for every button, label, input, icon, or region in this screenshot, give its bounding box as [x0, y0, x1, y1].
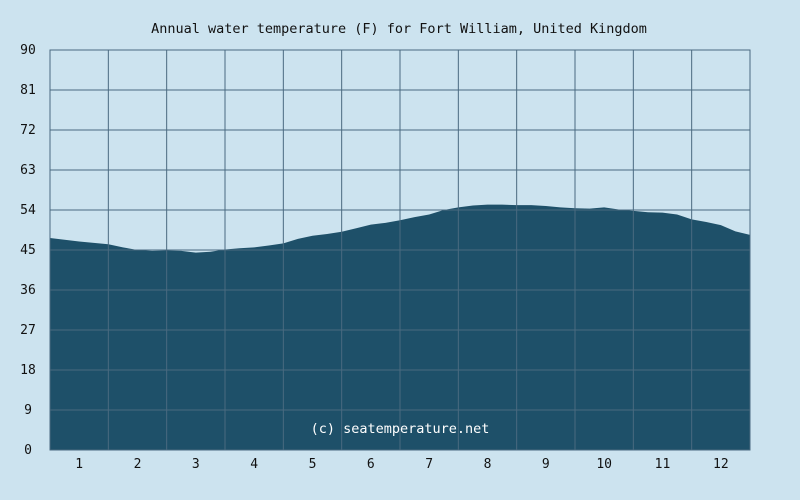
x-tick-label-10: 10 [596, 457, 612, 472]
chart-title: Annual water temperature (F) for Fort Wi… [151, 21, 647, 37]
y-tick-label-27: 27 [20, 323, 36, 338]
y-tick-label-72: 72 [20, 123, 36, 138]
x-tick-label-8: 8 [484, 457, 492, 472]
y-tick-label-63: 63 [20, 163, 36, 178]
x-tick-label-7: 7 [425, 457, 433, 472]
y-tick-label-45: 45 [20, 243, 36, 258]
grid-layer [49, 49, 751, 451]
y-tick-label-18: 18 [20, 363, 36, 378]
y-tick-label-81: 81 [20, 83, 36, 98]
y-axis: 0 9 18 27 36 45 54 63 72 81 90 [20, 43, 36, 458]
y-tick-label-36: 36 [20, 283, 36, 298]
plot-frame [49, 49, 751, 451]
y-tick-label-54: 54 [20, 203, 36, 218]
x-axis: 1 2 3 4 5 6 7 8 9 10 11 12 [75, 457, 728, 472]
y-tick-label-90: 90 [20, 43, 36, 58]
x-tick-label-5: 5 [309, 457, 317, 472]
x-tick-label-1: 1 [75, 457, 83, 472]
x-tick-label-12: 12 [713, 457, 729, 472]
x-tick-label-9: 9 [542, 457, 550, 472]
x-tick-label-6: 6 [367, 457, 375, 472]
y-tick-label-0: 0 [24, 443, 32, 458]
x-tick-label-3: 3 [192, 457, 200, 472]
y-tick-label-9: 9 [24, 403, 32, 418]
x-tick-label-11: 11 [655, 457, 671, 472]
x-tick-label-4: 4 [250, 457, 258, 472]
x-tick-label-2: 2 [134, 457, 142, 472]
watermark: (c) seatemperature.net [311, 421, 490, 437]
